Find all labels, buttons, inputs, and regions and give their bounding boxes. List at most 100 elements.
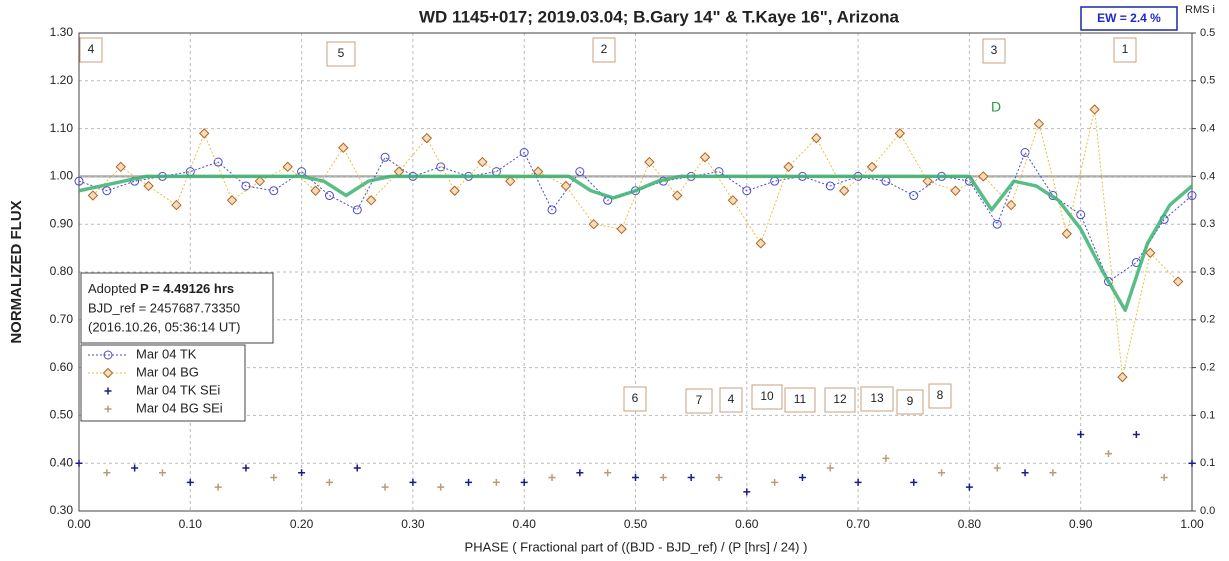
x-tick-label: 0.40 <box>513 517 537 531</box>
data-point <box>352 205 362 215</box>
legend-marker <box>104 387 112 395</box>
data-point <box>409 478 417 486</box>
data-point <box>644 156 655 168</box>
data-point <box>269 186 279 196</box>
y2-tick-label: 0.1 <box>1200 409 1215 421</box>
data-point <box>477 156 488 168</box>
data-point <box>102 186 112 196</box>
data-point <box>854 478 862 486</box>
y-tick-label: 0.90 <box>50 216 74 230</box>
x-tick-label: 0.90 <box>1069 517 1093 531</box>
data-point <box>103 469 111 477</box>
data-point <box>882 454 890 462</box>
data-point <box>560 180 572 192</box>
data-point <box>811 132 822 144</box>
data-point <box>938 469 946 477</box>
legend-marker <box>103 350 113 360</box>
ew-box <box>1080 6 1178 31</box>
y-tick-label: 1.30 <box>50 25 74 39</box>
data-point <box>1160 474 1168 482</box>
data-point <box>87 190 99 201</box>
series-line <box>92 109 1179 378</box>
data-point <box>1187 191 1197 201</box>
y2-tick-label: 0.2 <box>1200 314 1215 326</box>
annotation-box <box>824 387 856 413</box>
data-point <box>520 478 528 486</box>
data-point <box>993 464 1001 472</box>
data-point <box>1021 469 1029 477</box>
data-point <box>449 185 460 196</box>
annotation-box <box>860 386 894 412</box>
data-point <box>437 483 445 491</box>
annotation-box <box>896 389 924 415</box>
legend-label: Mar 04 TK <box>136 346 197 361</box>
data-point <box>1117 371 1128 383</box>
data-point <box>436 162 446 172</box>
data-point <box>798 474 806 482</box>
data-point <box>743 488 751 496</box>
data-point <box>894 128 906 139</box>
annotation: D <box>991 99 1001 115</box>
data-point <box>74 176 84 186</box>
data-point <box>254 175 266 187</box>
x-tick-label: 0.80 <box>958 517 982 531</box>
data-point <box>213 157 223 167</box>
x-axis-label: PHASE ( Fractional part of ((BJD - BJD_r… <box>465 539 808 554</box>
ew-label: EW = 2.4 % <box>1097 11 1161 25</box>
data-point <box>965 483 973 491</box>
info-period: P = 4.49126 hrs <box>140 281 234 296</box>
data-point <box>826 464 834 472</box>
annotation: 4 <box>728 392 735 406</box>
data-point <box>199 128 210 139</box>
data-point <box>1076 210 1086 220</box>
x-tick-label: 0.00 <box>67 517 91 531</box>
y2-tick-label: 0.3 <box>1200 266 1215 278</box>
annotation-box <box>1113 37 1137 63</box>
y2-tick-label: 0.5 <box>1200 27 1215 39</box>
info-text: BJD_ref = 2457687.73350 <box>88 300 240 315</box>
legend-symbol <box>104 387 112 395</box>
annotation-box <box>928 383 952 409</box>
y-tick-label: 0.50 <box>50 408 74 422</box>
x-tick-label: 1.00 <box>1180 517 1204 531</box>
annotation-box <box>784 387 816 413</box>
data-point <box>616 223 627 235</box>
y-tick-label: 0.30 <box>50 503 74 517</box>
data-point <box>687 474 695 482</box>
data-point <box>324 191 334 201</box>
data-point <box>270 474 278 482</box>
y-tick-label: 0.40 <box>50 455 74 469</box>
annotation: 11 <box>794 392 807 406</box>
data-point <box>1188 459 1196 467</box>
data-point <box>353 464 361 472</box>
data-point <box>783 161 794 173</box>
data-point <box>492 478 500 486</box>
info-text: Adopted P = 4.49126 hrs <box>88 281 234 296</box>
x-tick-label: 0.10 <box>179 517 203 531</box>
data-point <box>505 175 516 187</box>
y-axis-label: NORMALIZED FLUX <box>8 200 25 343</box>
annotation: 6 <box>632 391 639 405</box>
data-point <box>659 474 667 482</box>
data-point <box>881 176 891 186</box>
annotation-box <box>592 37 616 63</box>
info-box <box>80 272 274 344</box>
data-point <box>547 205 557 215</box>
y-tick-label: 1.20 <box>50 73 74 87</box>
data-point <box>421 132 433 144</box>
data-point <box>548 474 556 482</box>
annotation: 5 <box>338 46 345 60</box>
annotation-box <box>719 387 743 413</box>
y2-tick-label: 0.1 <box>1200 457 1215 469</box>
y2-tick-label: 0.4 <box>1200 170 1215 182</box>
data-point <box>75 459 83 467</box>
data-point <box>1172 276 1184 287</box>
data-point <box>909 191 919 201</box>
data-point <box>910 478 918 486</box>
data-point <box>519 148 529 157</box>
x-tick-label: 0.60 <box>735 517 759 531</box>
legend-label: Mar 04 TK SEi <box>136 382 220 397</box>
legend-symbol <box>102 367 114 379</box>
data-point <box>241 181 251 191</box>
